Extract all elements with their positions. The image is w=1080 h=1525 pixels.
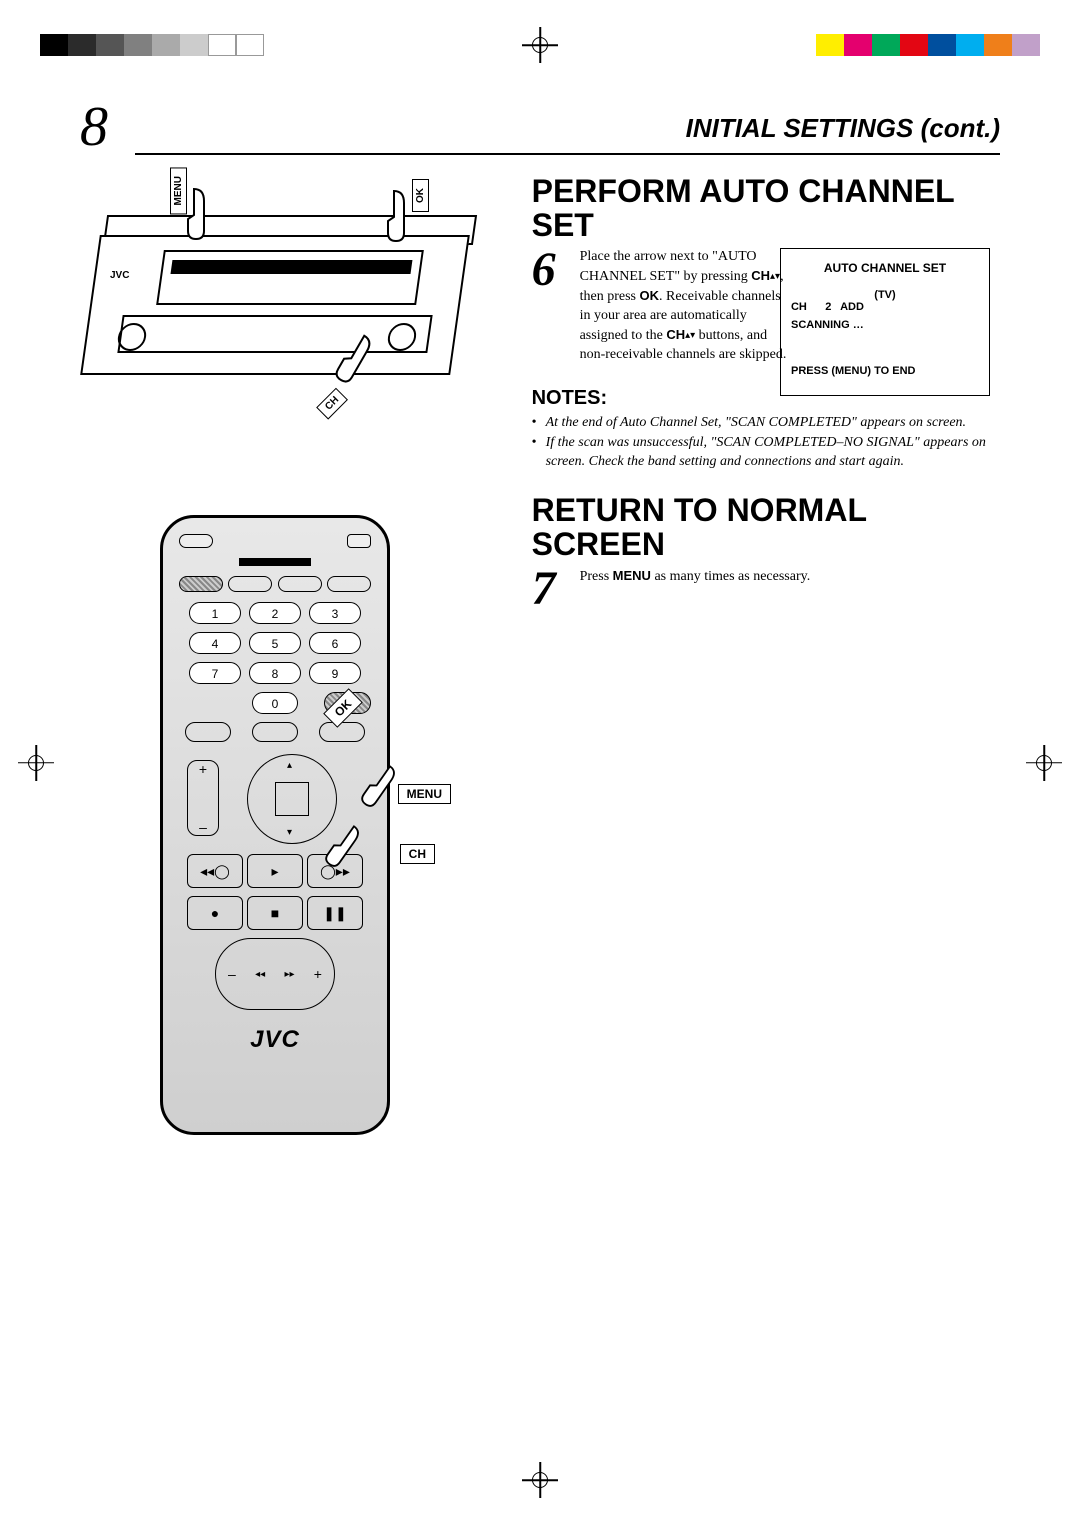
remote-key-7: 7 bbox=[189, 662, 241, 684]
remote-key-3: 3 bbox=[309, 602, 361, 624]
vcr-label-ch: CH bbox=[316, 387, 348, 419]
vcr-label-ok: OK bbox=[412, 179, 429, 212]
right-column: PERFORM AUTO CHANNEL SET Place the arrow… bbox=[522, 175, 1000, 1445]
osd-line-end: PRESS (MENU) TO END bbox=[791, 365, 979, 377]
remote-rew: ◂◂◯ bbox=[187, 854, 243, 888]
page-header: INITIAL SETTINGS (cont.) bbox=[686, 113, 1000, 144]
osd-line-scan: SCANNING … bbox=[791, 319, 979, 331]
bw-swatches bbox=[40, 34, 264, 56]
notes-list: At the end of Auto Channel Set, "SCAN CO… bbox=[532, 414, 1000, 473]
step7-block: Press MENU as many times as necessary. bbox=[532, 567, 1000, 587]
osd-title: AUTO CHANNEL SET bbox=[791, 261, 979, 275]
remote-play: ▸ bbox=[247, 854, 303, 888]
remote-pause: ❚❚ bbox=[307, 896, 363, 930]
remote-vol-plus: + bbox=[199, 761, 207, 777]
header-rule bbox=[135, 153, 1000, 155]
remote-key-6: 6 bbox=[309, 632, 361, 654]
remote-dpad: ▴ ▾ bbox=[247, 754, 337, 844]
register-mark-bottom bbox=[528, 1468, 552, 1492]
remote-stop: ■ bbox=[247, 896, 303, 930]
remote-key-2: 2 bbox=[249, 602, 301, 624]
osd-line-tv: (TV) bbox=[791, 289, 979, 301]
remote-key-0: 0 bbox=[252, 692, 299, 714]
proof-bottom bbox=[0, 1465, 1080, 1495]
step7-body: Press MENU as many times as necessary. bbox=[580, 567, 1000, 587]
remote-brand: JVC bbox=[179, 1026, 371, 1054]
register-mark-left bbox=[24, 751, 48, 775]
proof-top bbox=[0, 30, 1080, 60]
remote-shuttle: – ◂◂ ▸▸ + bbox=[215, 938, 335, 1010]
page-number: 8 bbox=[80, 95, 108, 159]
step6-title: PERFORM AUTO CHANNEL SET bbox=[532, 175, 1000, 242]
remote-label-ch: CH bbox=[400, 844, 435, 864]
left-column: JVC MENU OK CH bbox=[80, 175, 522, 1445]
notes-item: At the end of Auto Channel Set, "SCAN CO… bbox=[532, 414, 1000, 433]
remote-vol-minus: – bbox=[199, 819, 207, 835]
register-mark-right bbox=[1032, 751, 1056, 775]
remote-key-5: 5 bbox=[249, 632, 301, 654]
remote-key-8: 8 bbox=[249, 662, 301, 684]
vcr-illustration: JVC MENU OK CH bbox=[80, 195, 480, 425]
remote-illustration: 123 456 789 0 + – ▴ ▾ ◂◂◯ ▸ bbox=[160, 515, 390, 1135]
step6-body: Place the arrow next to "AUTO CHANNEL SE… bbox=[580, 248, 790, 364]
color-swatches bbox=[816, 34, 1040, 56]
osd-screen: AUTO CHANNEL SET (TV) CH 2 ADD SCANNING … bbox=[780, 248, 990, 396]
remote-rec: ● bbox=[187, 896, 243, 930]
vcr-logo: JVC bbox=[110, 270, 129, 281]
notes-item: If the scan was unsuccessful, "SCAN COMP… bbox=[532, 434, 1000, 472]
remote-key-9: 9 bbox=[309, 662, 361, 684]
register-mark-top bbox=[528, 33, 552, 57]
step6-block: Place the arrow next to "AUTO CHANNEL SE… bbox=[532, 248, 1000, 364]
step7-title: RETURN TO NORMAL SCREEN bbox=[532, 494, 1000, 561]
remote-label-menu: MENU bbox=[398, 784, 451, 804]
content: JVC MENU OK CH bbox=[80, 175, 1000, 1445]
osd-line-ch: CH 2 ADD bbox=[791, 301, 979, 313]
page: 8 INITIAL SETTINGS (cont.) JVC MENU bbox=[80, 95, 1000, 1445]
remote-key-1: 1 bbox=[189, 602, 241, 624]
vcr-label-menu: MENU bbox=[170, 167, 187, 214]
remote-key-4: 4 bbox=[189, 632, 241, 654]
